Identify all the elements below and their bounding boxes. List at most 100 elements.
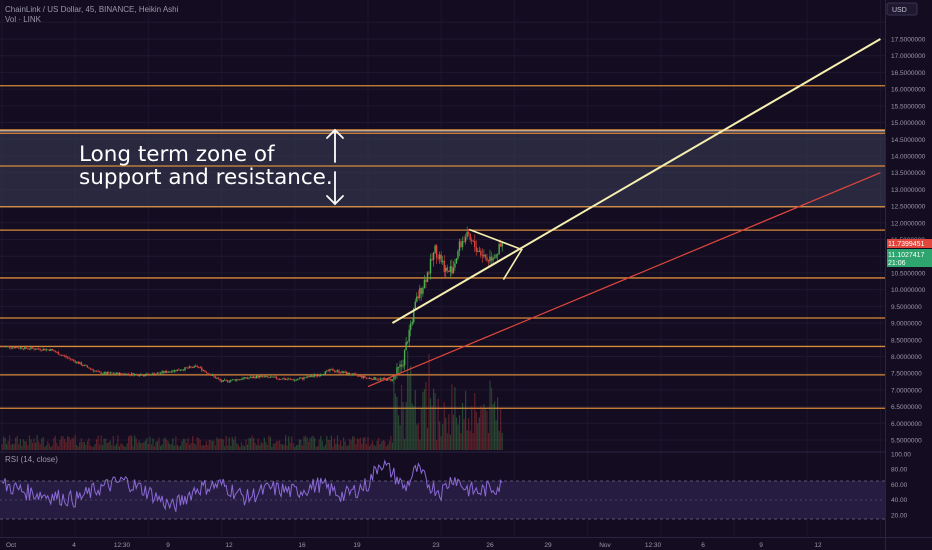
candle-body: [161, 371, 163, 373]
volume-bar: [211, 440, 214, 450]
candle-body: [85, 364, 87, 366]
candle-body: [150, 374, 153, 376]
candle-body: [320, 375, 322, 377]
candle-body: [377, 379, 380, 381]
currency-badge[interactable]: [886, 2, 918, 16]
volume-bar: [419, 439, 421, 450]
candle-body: [265, 376, 267, 377]
rsi-indicator-label[interactable]: RSI (14, close): [5, 455, 58, 464]
volume-bar: [367, 437, 369, 450]
candle-body: [438, 254, 441, 259]
volume-bar: [414, 390, 416, 450]
volume-bar: [268, 435, 270, 450]
candle-body: [217, 378, 220, 380]
volume-bar: [219, 438, 221, 450]
volume-bar: [105, 438, 107, 450]
volume-indicator-label[interactable]: Vol · LINK: [5, 15, 42, 24]
candle-body: [347, 372, 349, 375]
price-tick-label: 8.0000000: [891, 354, 922, 361]
volume-bar: [45, 445, 47, 450]
volume-bar: [111, 445, 113, 450]
volume-bar: [163, 438, 165, 450]
volume-bar: [365, 444, 368, 450]
volume-bar: [475, 411, 477, 450]
volume-bar: [413, 406, 415, 450]
candle-body: [336, 370, 339, 372]
volume-bar: [291, 436, 293, 450]
volume-bar: [233, 439, 235, 450]
candle-body: [44, 348, 46, 351]
volume-bar: [246, 444, 249, 450]
volume-bar: [257, 438, 259, 450]
candle-body: [399, 364, 401, 368]
candle-body: [127, 373, 130, 375]
time-tick-label: 16: [298, 542, 306, 549]
volume-bar: [465, 390, 467, 450]
candle-body: [469, 233, 471, 240]
candle-body: [182, 369, 185, 371]
candle-body: [149, 374, 151, 376]
candle-body: [74, 360, 76, 363]
candle-body: [22, 348, 25, 350]
candle-body: [121, 373, 124, 375]
candle-body: [254, 376, 256, 379]
triangle-pattern: [468, 228, 523, 281]
candle-body: [463, 241, 465, 243]
volume-bar: [399, 425, 401, 450]
volume-bar: [230, 445, 232, 450]
candle-body: [342, 371, 345, 373]
volume-bar: [198, 437, 200, 450]
volume-bar: [224, 446, 226, 450]
candle-body: [294, 379, 296, 381]
candle-body: [437, 257, 439, 259]
volume-bar: [33, 438, 35, 450]
volume-bar: [123, 445, 125, 450]
volume-bar: [158, 437, 160, 450]
volume-bar: [227, 445, 229, 450]
volume-bar: [256, 445, 258, 450]
candle-body: [24, 346, 26, 350]
time-tick-label: 6: [701, 542, 705, 549]
price-tick-label: 5.5000000: [891, 438, 922, 445]
volume-bar: [370, 443, 372, 450]
volume-bar: [199, 439, 201, 450]
candle-body: [82, 365, 84, 367]
rsi-tick-label: 80.00: [891, 467, 908, 474]
volume-bar: [451, 384, 453, 450]
candle-body: [100, 372, 102, 375]
volume-bar: [416, 424, 418, 450]
candle-body: [172, 371, 174, 373]
volume-bar: [376, 440, 378, 450]
volume-bar: [71, 437, 73, 450]
candle-body: [173, 370, 176, 372]
candle-body: [194, 365, 197, 367]
volume-bar: [243, 446, 246, 450]
volume-bar: [86, 440, 88, 450]
candle-body: [477, 251, 479, 252]
candle-body: [162, 371, 165, 373]
volume-bar: [112, 435, 114, 450]
rsi-axis-ticks: 100.00 80.00 60.00 40.00 20.00: [891, 452, 911, 520]
volume-bar: [292, 443, 294, 450]
candle-body: [310, 375, 313, 377]
candle-body: [129, 374, 131, 376]
candle-body: [48, 349, 50, 351]
volume-bar: [349, 438, 351, 450]
candle-body: [188, 366, 191, 369]
candle-body: [316, 375, 319, 377]
volume-bar: [63, 438, 66, 450]
candle-body: [297, 379, 299, 381]
volume-bar: [25, 441, 27, 450]
volume-bar: [458, 415, 461, 450]
candle-body: [487, 260, 490, 262]
candle-body: [166, 370, 168, 373]
price-tick-label: 6.0000000: [891, 421, 922, 428]
volume-bar: [455, 417, 458, 450]
volume-bar: [77, 446, 79, 450]
candle-body: [240, 379, 243, 381]
candle-body: [1, 346, 3, 348]
volume-bar: [167, 441, 169, 450]
candle-body: [103, 372, 105, 374]
symbol-title[interactable]: ChainLink / US Dollar, 45, BINANCE, Heik…: [5, 5, 179, 14]
